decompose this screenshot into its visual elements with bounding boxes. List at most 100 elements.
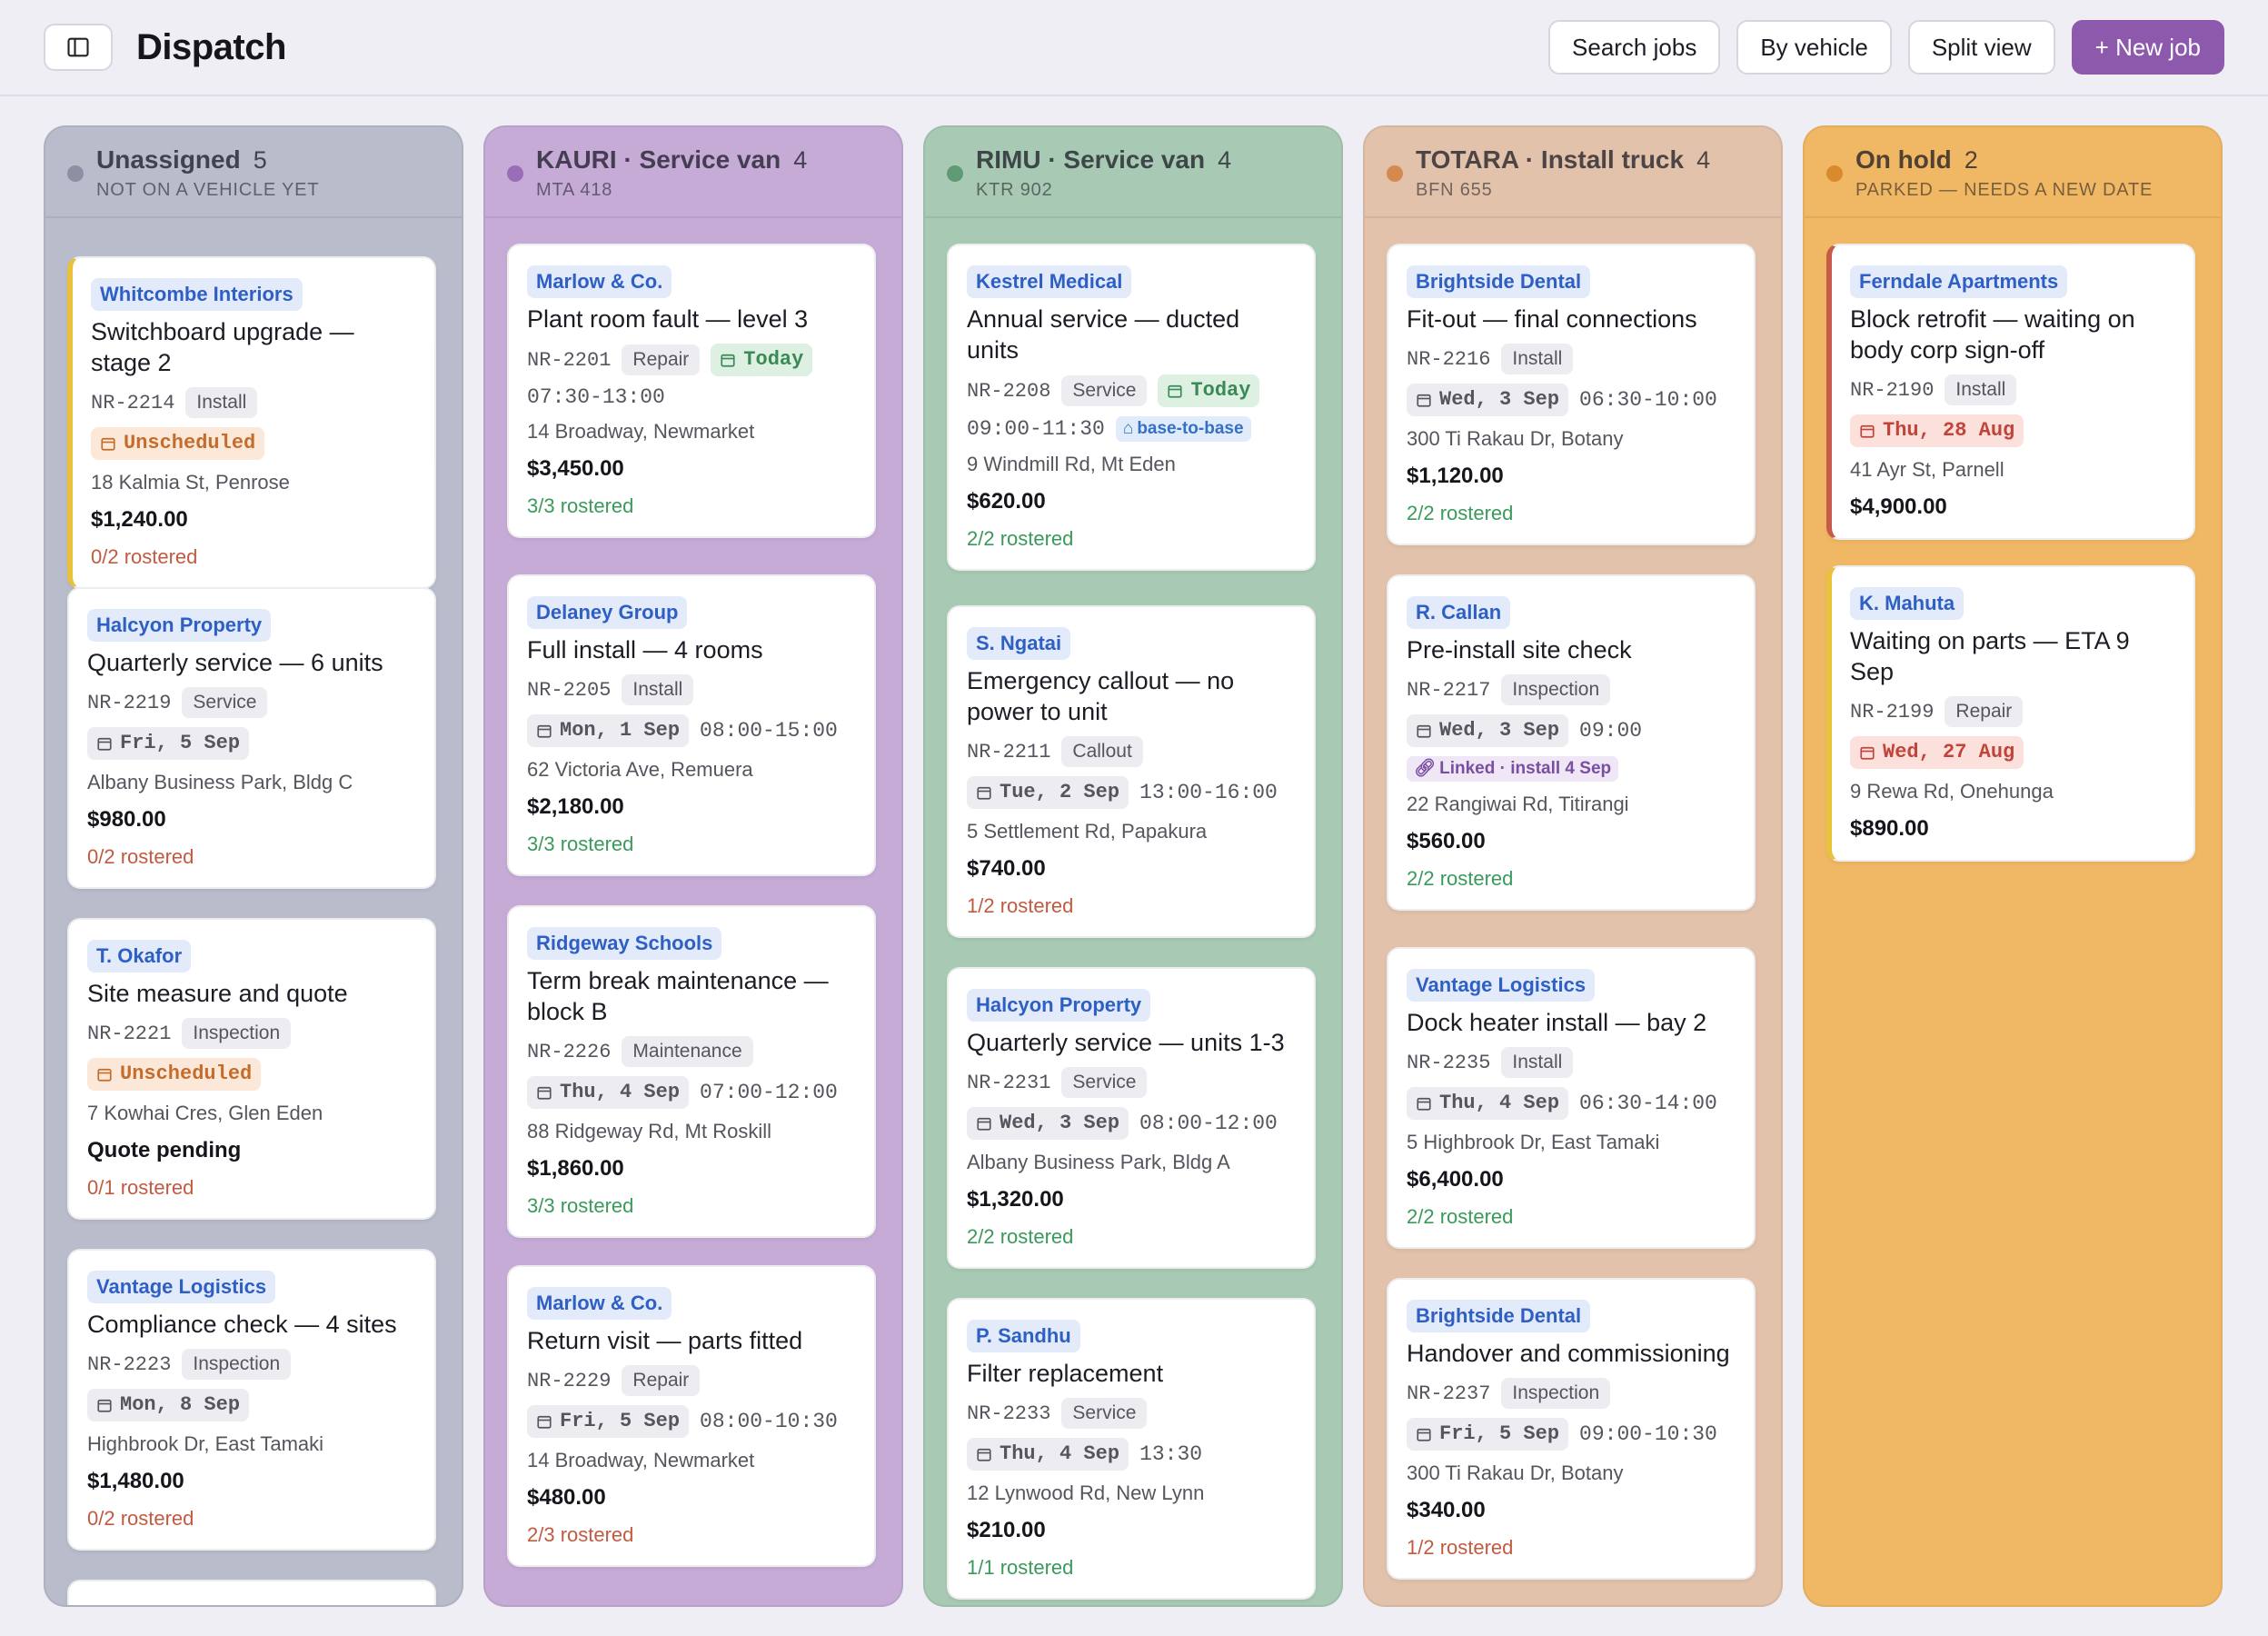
job-card[interactable]: Kestrel Medical Annual service — ducted …: [947, 244, 1316, 571]
schedule-chip[interactable]: Thu, 28 Aug: [1850, 414, 2024, 447]
schedule-chip[interactable]: Today: [1158, 374, 1260, 407]
job-card[interactable]: Marlow & Co. Plant room fault — level 3 …: [507, 244, 876, 538]
job-card[interactable]: Halcyon Property Quarterly service — uni…: [947, 967, 1316, 1269]
job-card[interactable]: Whitcombe Interiors Switchboard upgrade …: [67, 256, 436, 589]
job-card[interactable]: Delaney Group Full install — 4 rooms NR-…: [507, 574, 876, 876]
calendar-icon: [1417, 394, 1431, 407]
schedule-chip[interactable]: Thu, 4 Sep: [1407, 1087, 1569, 1120]
time-window: 09:00-10:30: [1579, 1422, 1717, 1446]
schedule-chip[interactable]: Tue, 2 Sep: [967, 776, 1129, 809]
schedule-chip[interactable]: Unscheduled: [91, 427, 265, 460]
schedule-chip[interactable]: Today: [711, 344, 813, 376]
linked-job-tag[interactable]: 🔗︎ Linked · install 4 Sep: [1407, 756, 1619, 782]
client-badge[interactable]: Marlow & Co.: [527, 265, 672, 298]
job-card[interactable]: Marlow & Co. Return visit — parts fitted…: [507, 1265, 876, 1567]
job-card[interactable]: Ferndale Apartments Block retrofit — wai…: [1826, 244, 2195, 540]
roster-status: 2/2 rostered: [1407, 867, 1514, 890]
job-card[interactable]: Vantage Logistics Compliance check — 4 s…: [67, 1249, 436, 1551]
schedule-chip[interactable]: Fri, 5 Sep: [1407, 1418, 1569, 1451]
calendar-icon: [1417, 1428, 1431, 1441]
job-address: 5 Settlement Rd, Papakura: [967, 820, 1208, 843]
calendar-icon: [97, 737, 112, 751]
search-jobs-button[interactable]: Search jobs: [1548, 20, 1721, 75]
job-card[interactable]: R. Callan Pre-install site check NR-2217…: [1387, 574, 1756, 911]
job-card[interactable]: Halcyon Property Quarterly service — 6 u…: [67, 587, 436, 889]
client-badge[interactable]: T. Okafor: [87, 940, 192, 973]
job-card[interactable]: Vantage Logistics Dock heater install — …: [1387, 947, 1756, 1249]
job-type-chip: Maintenance: [622, 1036, 753, 1067]
job-card[interactable]: P. Sandhu Filter replacement NR-2233 Serv…: [947, 1298, 1316, 1600]
job-title: Quarterly service — 6 units: [87, 649, 383, 676]
calendar-icon: [977, 786, 991, 800]
client-badge[interactable]: Halcyon Property: [967, 989, 1151, 1022]
job-card[interactable]: Brightside Dental Fit-out — final connec…: [1387, 244, 1756, 545]
schedule-chip[interactable]: Thu, 4 Sep: [527, 1076, 690, 1109]
job-id: NR-2237: [1407, 1382, 1491, 1405]
job-title: Handover and commissioning: [1407, 1340, 1730, 1367]
schedule-chip[interactable]: Fri, 5 Sep: [527, 1405, 690, 1438]
client-badge[interactable]: Delaney Group: [527, 596, 688, 629]
by-vehicle-button[interactable]: By vehicle: [1736, 20, 1892, 75]
client-badge[interactable]: Halcyon Property: [87, 609, 272, 642]
job-card[interactable]: Ridgeway Schools Term break maintenance …: [507, 905, 876, 1238]
roster-status: 2/2 rostered: [967, 527, 1074, 550]
job-type-chip: Install: [1501, 1047, 1574, 1078]
schedule-chip[interactable]: Fri, 5 Sep: [87, 727, 250, 760]
job-title: Dock heater install — bay 2: [1407, 1009, 1707, 1036]
schedule-chip[interactable]: Mon, 1 Sep: [527, 714, 690, 747]
roster-status: 1/2 rostered: [1407, 1536, 1514, 1559]
job-address: 22 Rangiwai Rd, Titirangi: [1407, 793, 1629, 815]
column-subtitle: PARKED — NEEDS A NEW DATE: [1855, 180, 2154, 200]
column-subtitle: KTR 902: [976, 180, 1053, 200]
time-window: 06:30-14:00: [1579, 1092, 1717, 1115]
client-badge[interactable]: R. Callan: [1407, 596, 1511, 629]
column-title: KAURI · Service van 4: [536, 145, 808, 174]
job-id: NR-2190: [1850, 378, 1935, 402]
client-badge[interactable]: K. Mahuta: [1850, 587, 1965, 620]
sidebar-toggle-button[interactable]: [44, 24, 113, 71]
client-badge[interactable]: Marlow & Co.: [527, 1287, 672, 1320]
client-badge[interactable]: Brightside Dental: [1407, 1300, 1591, 1332]
job-id: NR-2216: [1407, 347, 1491, 371]
job-amount: $2,180.00: [527, 794, 624, 819]
client-badge[interactable]: Vantage Logistics: [1407, 969, 1596, 1002]
client-badge[interactable]: Vantage Logistics: [87, 1271, 276, 1303]
client-badge[interactable]: Whitcombe Interiors: [91, 278, 303, 311]
client-badge[interactable]: Ridgeway Schools: [527, 927, 722, 960]
route-tag[interactable]: ⌂ base-to-base: [1115, 416, 1251, 442]
schedule-chip[interactable]: Wed, 3 Sep: [1407, 384, 1569, 416]
client-badge[interactable]: Ferndale Apartments: [1850, 265, 2068, 298]
job-card[interactable]: S. Ngatai Emergency callout — no power t…: [947, 605, 1316, 938]
column-body: Whitcombe Interiors Switchboard upgrade …: [45, 218, 462, 1605]
calendar-icon: [97, 1399, 112, 1412]
schedule-chip[interactable]: Unscheduled: [87, 1058, 262, 1091]
roster-status: 0/2 rostered: [87, 1507, 194, 1530]
job-id: NR-2199: [1850, 700, 1935, 723]
job-type-chip: Inspection: [182, 1018, 292, 1049]
client-badge[interactable]: Brightside Dental: [1407, 265, 1591, 298]
client-badge[interactable]: P. Sandhu: [967, 1320, 1080, 1352]
job-amount: $980.00: [87, 807, 166, 832]
column-on-hold: On hold 2 PARKED — NEEDS A NEW DATE Fernd…: [1803, 125, 2223, 1607]
schedule-chip[interactable]: Wed, 3 Sep: [967, 1107, 1129, 1140]
split-view-button[interactable]: Split view: [1907, 20, 2055, 75]
column-count: 5: [253, 146, 267, 174]
calendar-icon: [537, 1415, 552, 1429]
calendar-icon: [721, 354, 735, 367]
schedule-chip[interactable]: Mon, 8 Sep: [87, 1389, 250, 1422]
job-type-chip: Repair: [622, 1365, 701, 1396]
job-card[interactable]: T. Okafor Site measure and quote NR-2221…: [67, 918, 436, 1220]
job-card[interactable]: K. Mahuta Waiting on parts — ETA 9 Sep N…: [1826, 565, 2195, 862]
new-job-button[interactable]: + New job: [2071, 20, 2224, 75]
schedule-chip[interactable]: Wed, 27 Aug: [1850, 736, 2024, 769]
client-badge[interactable]: Kestrel Medical: [967, 265, 1132, 298]
column-unassigned: Unassigned 5 NOT ON A VEHICLE YET Whitcom…: [44, 125, 463, 1607]
column-rimu: RIMU · Service van 4 KTR 902 Kestrel Medi…: [923, 125, 1343, 1607]
job-card[interactable]: Brightside Dental Handover and commissio…: [1387, 1278, 1756, 1580]
client-badge[interactable]: S. Ngatai: [967, 627, 1071, 660]
schedule-chip[interactable]: Wed, 3 Sep: [1407, 714, 1569, 747]
column-status-dot: [67, 165, 84, 182]
column-subtitle: MTA 418: [536, 180, 613, 200]
job-card-partial[interactable]: [67, 1580, 436, 1605]
schedule-chip[interactable]: Thu, 4 Sep: [967, 1438, 1129, 1471]
